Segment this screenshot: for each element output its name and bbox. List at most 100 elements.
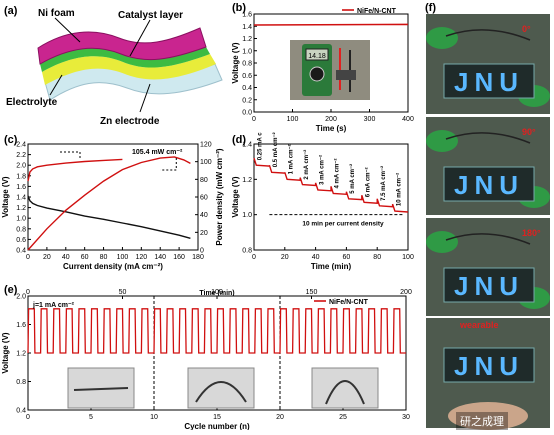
x-tick-label: 60 [81, 254, 89, 261]
photo-4: JNU wearable [426, 318, 550, 430]
x2-tick-label: 0 [26, 289, 30, 296]
led-text: JNU [454, 67, 524, 97]
x-tick-label: 10 [150, 414, 158, 421]
y-tick-label: 1.6 [16, 184, 26, 191]
multimeter-reading: 14.18 [308, 53, 326, 60]
y2-tick-label: 20 [200, 230, 208, 237]
inset-photo-e-2 [187, 367, 255, 409]
step-label: 0.5 mA cm⁻² [272, 132, 279, 167]
x2-tick-label: 50 [119, 289, 127, 296]
x-tick-label: 180 [192, 254, 204, 261]
y-tick-label: 0.8 [16, 226, 26, 233]
pointer-zn [139, 83, 151, 113]
series-cycling [27, 308, 406, 354]
x-tick-label: 0 [26, 414, 30, 421]
y-tick-label: 2.4 [16, 142, 26, 149]
x-tick-label: 200 [325, 116, 337, 123]
x-tick-label: 25 [339, 414, 347, 421]
chart-d: 0 20 40 60 80 100 0.8 1.0 1.2 1.4 Time (min) Voltag… [231, 132, 414, 271]
step-label: 1 mA cm⁻² [288, 144, 295, 174]
label-electrolyte: Electrolyte [6, 97, 58, 108]
pointer-catalyst [129, 19, 151, 57]
panel-a: (a) Ni foam Catalyst layer Electrolyte Z… [0, 0, 230, 130]
layer-diagram: (a) Ni foam Catalyst layer Electrolyte Z… [4, 5, 223, 127]
led-board [443, 166, 535, 202]
panel-f-label: (f) [425, 2, 436, 14]
y-axis-label: Voltage (V) [231, 42, 240, 84]
chart-e: 0 5 10 15 20 25 30 0.4 0.8 1.2 1.6 2.0 Cycle number … [1, 289, 412, 430]
y-tick-label: 0.4 [16, 408, 26, 415]
battery-strip [73, 387, 129, 391]
y-tick-label: 0.8 [242, 61, 252, 68]
electrolyte-layer [42, 54, 216, 85]
y-tick-label: 1.2 [242, 36, 252, 43]
y-tick-label: 1.0 [16, 216, 26, 223]
x-tick-label: 80 [100, 254, 108, 261]
y-tick-label: 1.6 [242, 12, 252, 19]
x2-tick-label: 150 [306, 289, 318, 296]
y-tick-label: 1.2 [16, 205, 26, 212]
step-label: 2 mA cm⁻² [303, 150, 310, 180]
multimeter-dial [309, 66, 325, 82]
annotation-arrow-left [60, 151, 81, 160]
x-tick-label: 40 [312, 254, 320, 261]
x-tick-label: 160 [173, 254, 185, 261]
label-zn-electrode: Zn electrode [100, 116, 160, 127]
y2-tick-label: 0 [200, 248, 204, 255]
chart-c: 0 20 40 60 80 100 120 140 160 180 0.4 0.6 0.8 1.0 1.2 1… [1, 142, 224, 272]
x-tick-label: 0 [252, 254, 256, 261]
angle-label: 180° [522, 228, 541, 238]
annotation-arrow-right [160, 158, 177, 171]
plot-frame [253, 143, 409, 251]
y-tick-label: 0.8 [16, 379, 26, 386]
inset-photo: 14.18 [290, 40, 370, 100]
annotation-current: j=1 mA cm⁻² [32, 302, 75, 309]
y2-tick-label: 40 [200, 212, 208, 219]
x-axis-label: Current density (mA cm⁻²) [63, 262, 163, 271]
y-tick-label: 2.0 [16, 163, 26, 170]
step-label: 5 mA cm⁻² [349, 164, 356, 194]
y-tick-label: 1.0 [242, 212, 252, 219]
step-label: 3 mA cm⁻² [318, 155, 325, 185]
series-line-c1 [27, 195, 191, 239]
y-tick-label: 0.8 [242, 248, 252, 255]
step-label: 6 mA cm⁻² [365, 167, 372, 197]
led-board [443, 63, 535, 99]
series-step-discharge [253, 157, 409, 213]
y-tick-label: 1.8 [16, 173, 26, 180]
inset-photo-e-1 [67, 367, 135, 409]
x-tick-label: 30 [402, 414, 410, 421]
y-tick-label: 1.4 [242, 142, 252, 149]
chart-b: 0 100 200 300 400 0.0 0.2 0.4 0.6 0.8 1.0 1.2 1.4 1.6… [231, 8, 414, 133]
cable [445, 233, 531, 245]
inset-photo-e-3 [311, 367, 379, 409]
x-tick-label: 15 [213, 414, 221, 421]
y-tick-label: 1.6 [16, 322, 26, 329]
label-catalyst-layer: Catalyst layer [118, 10, 183, 21]
x-tick-label: 20 [281, 254, 289, 261]
y-tick-label: 1.0 [242, 48, 252, 55]
inset-photo-bg [311, 367, 379, 409]
legend-label: NiFe/N-CNT [329, 299, 369, 306]
photo-1: JNU 0° [426, 14, 550, 114]
y2-tick-label: 120 [200, 142, 212, 149]
y-tick-label: 2.2 [16, 152, 26, 159]
led-text: JNU [454, 271, 524, 301]
catalyst-layer [40, 47, 210, 72]
panel-d-label: (d) [232, 134, 247, 146]
y-axis-label: Voltage (V) [1, 176, 10, 218]
panel-f: (f) JNU 0° JNU 90° JNU 180° JNU wearable [422, 0, 554, 430]
y-axis-label: Voltage (V) [231, 176, 240, 218]
x-tick-label: 100 [402, 254, 414, 261]
x-tick-label: 20 [276, 414, 284, 421]
x-tick-label: 60 [343, 254, 351, 261]
y-tick-label: 0.2 [242, 97, 252, 104]
led-board [443, 267, 535, 303]
x2-tick-label: 100 [211, 289, 223, 296]
battery-strip [325, 380, 365, 405]
y2-tick-label: 100 [200, 159, 212, 166]
x-tick-label: 80 [373, 254, 381, 261]
x-tick-label: 140 [154, 254, 166, 261]
step-label: 4 mA cm⁻² [334, 159, 341, 189]
step-label: 10 mA cm⁻² [395, 173, 402, 206]
